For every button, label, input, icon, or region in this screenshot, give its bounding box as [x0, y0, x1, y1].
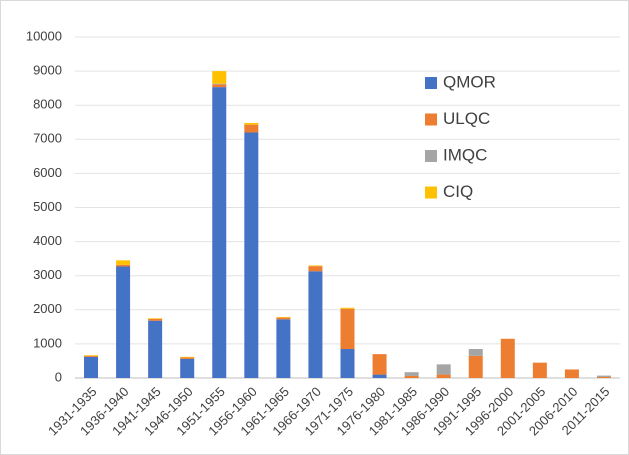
bar-segment	[212, 84, 227, 88]
y-tick-label: 6000	[33, 165, 62, 180]
bar-segment	[468, 355, 483, 378]
legend-swatch	[425, 150, 437, 162]
legend-swatch	[425, 113, 437, 126]
bar-segment	[116, 264, 131, 267]
bar-segment	[148, 319, 163, 321]
y-tick-label: 0	[55, 369, 62, 384]
legend-label: CIQ	[443, 182, 473, 201]
bar-segment	[596, 375, 611, 377]
bar-segment	[148, 318, 163, 320]
bar-segment	[436, 364, 451, 375]
bar-segment	[372, 374, 387, 378]
y-tick-label: 10000	[26, 28, 62, 43]
bar-segment	[308, 265, 323, 267]
legend-swatch	[425, 186, 437, 199]
y-tick-label: 3000	[33, 267, 62, 282]
bar-segment	[500, 338, 515, 378]
bar-segment	[180, 356, 195, 358]
bar-segment	[84, 356, 99, 378]
y-tick-label: 8000	[33, 97, 62, 112]
bar-segment	[436, 374, 451, 378]
bar-segment	[372, 354, 387, 375]
bar-segment	[148, 320, 163, 378]
bar-segment	[84, 355, 99, 356]
bar-segment	[276, 317, 291, 320]
bar-segment	[212, 71, 227, 84]
bar-segment	[180, 357, 195, 359]
bar-segment	[244, 122, 259, 125]
bar-segment	[180, 358, 195, 378]
bar-segment	[244, 132, 259, 378]
bar-segment	[116, 260, 131, 265]
legend-label: IMQC	[443, 145, 487, 164]
y-tick-label: 5000	[33, 199, 62, 214]
bar-segment	[244, 124, 259, 133]
legend-label: QMOR	[443, 72, 496, 91]
bar-segment	[84, 355, 99, 357]
bar-segment	[596, 376, 611, 378]
bar-segment	[340, 307, 355, 309]
y-tick-label: 2000	[33, 301, 62, 316]
bar-segment	[404, 375, 419, 378]
bar-segment	[340, 349, 355, 378]
y-tick-label: 7000	[33, 131, 62, 146]
bar-segment	[276, 316, 291, 318]
bar-segment	[404, 372, 419, 376]
legend-swatch	[425, 77, 437, 89]
bar-segment	[468, 349, 483, 356]
bar-segment	[308, 271, 323, 378]
bar-segment	[212, 83, 227, 85]
y-tick-label: 9000	[33, 63, 62, 78]
bar-segment	[308, 266, 323, 272]
y-tick-label: 4000	[33, 233, 62, 248]
bar-segment	[116, 266, 131, 378]
bar-segment	[532, 362, 547, 378]
bar-segment	[212, 87, 227, 378]
y-tick-label: 1000	[33, 335, 62, 350]
bar-segment	[340, 308, 355, 350]
bar-segment	[276, 319, 291, 378]
bar-segment	[564, 369, 579, 378]
legend-label: ULQC	[443, 109, 490, 128]
